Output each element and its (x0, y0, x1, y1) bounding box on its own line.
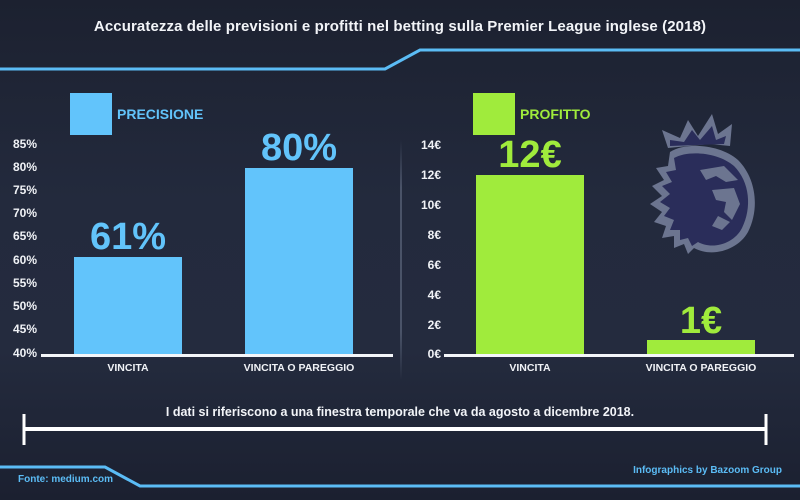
y-tick: 12€ (420, 168, 441, 182)
profit-legend-swatch (473, 93, 515, 135)
y-tick: 0€ (427, 347, 441, 361)
y-tick: 65% (12, 229, 37, 243)
y-tick: 60% (12, 253, 37, 267)
y-tick: 4€ (427, 288, 441, 302)
y-tick: 55% (12, 276, 37, 290)
x-axis-line (444, 354, 794, 357)
y-tick: 10€ (420, 198, 441, 212)
chart-title: Accuratezza delle previsioni e profitti … (93, 18, 707, 35)
bar-value-label: 1€ (679, 300, 723, 342)
bar-vincita-o-pareggio (647, 340, 755, 354)
credit-label: Infographics by Bazoom Group (633, 465, 782, 476)
y-tick: 50% (12, 299, 37, 313)
y-tick: 80% (12, 160, 37, 174)
bar-vincita-o-pareggio (245, 168, 353, 354)
category-label: VINCITA (107, 362, 149, 374)
bar-value-label: 61% (89, 216, 167, 258)
x-axis-line (41, 354, 393, 357)
chart-divider (400, 140, 402, 380)
category-label: VINCITA O PAREGGIO (243, 362, 355, 374)
y-tick: 2€ (427, 318, 441, 332)
y-tick: 8€ (427, 228, 441, 242)
y-tick: 6€ (427, 258, 441, 272)
source-label: Fonte: medium.com (18, 474, 114, 485)
category-label: VINCITA (509, 362, 551, 374)
y-tick: 75% (12, 183, 37, 197)
bar-vincita (476, 175, 584, 354)
precision-legend-label: PRECISIONE (117, 106, 204, 122)
bar-vincita (74, 257, 182, 354)
y-tick: 85% (12, 137, 37, 151)
y-tick: 45% (12, 322, 37, 336)
y-tick: 70% (12, 206, 37, 220)
bar-value-label: 12€ (498, 134, 562, 176)
premier-league-lion-icon (650, 114, 755, 254)
category-label: VINCITA O PAREGGIO (645, 362, 757, 374)
y-tick: 40% (12, 346, 37, 360)
y-tick: 14€ (420, 138, 441, 152)
precision-legend-swatch (70, 93, 112, 135)
profit-legend-label: PROFITTO (520, 106, 591, 122)
date-range-note: I dati si riferiscono a una finestra tem… (165, 405, 635, 419)
bar-value-label: 80% (260, 127, 338, 169)
